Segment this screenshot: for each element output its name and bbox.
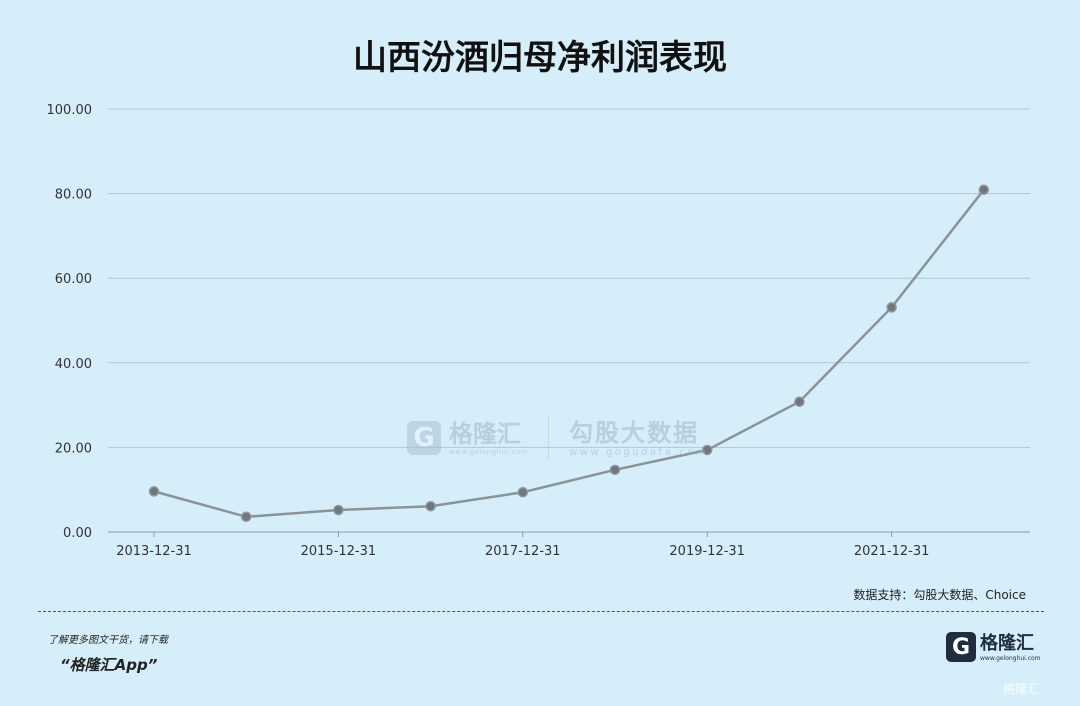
x-tick-label: 2019-12-31 (669, 544, 745, 559)
data-point (794, 396, 805, 407)
x-tick-label: 2017-12-31 (485, 544, 561, 559)
y-tick-label: 60.00 (55, 272, 92, 287)
watermark-partner-url: www.gogudata.com (569, 446, 709, 458)
y-tick-label: 100.00 (47, 103, 93, 118)
watermark: G 格隆汇 www.gelonghui.com 勾股大数据 www.goguda… (407, 414, 708, 462)
corner-watermark: 格隆汇 (1003, 682, 1040, 696)
data-point (148, 486, 160, 497)
footer-note: 了解更多图文干货，请下载 (48, 635, 168, 646)
gelonghui-logo: G 格隆汇 www.gelonghui.com (946, 632, 1041, 662)
watermark-divider (548, 416, 550, 460)
watermark-partner: 勾股大数据 (569, 418, 700, 447)
data-point (701, 444, 713, 456)
footer-divider (38, 611, 1044, 612)
x-tick-label: 2013-12-31 (116, 544, 192, 559)
data-point (978, 184, 990, 196)
data-point (517, 486, 529, 498)
y-tick-label: 0.00 (63, 526, 92, 541)
x-axis-ticks: 2013-12-31 2015-12-31 2017-12-31 2019-12-31… (116, 532, 929, 559)
gelonghui-watermark-icon: G (407, 421, 441, 455)
logo-url: www.gelonghui.com (980, 654, 1041, 662)
watermark-brand: 格隆汇 (449, 420, 521, 448)
chart-plot: 0.00 20.00 40.00 60.00 80.00 100.00 2013-12-3… (47, 103, 1030, 559)
grid-lines (108, 108, 1030, 448)
data-point (333, 504, 344, 516)
chart-title: 山西汾酒归母净利润表现 (353, 38, 727, 78)
y-tick-label: 40.00 (55, 357, 92, 372)
footer-app: “格隆汇App” (60, 656, 158, 674)
x-tick-label: 2015-12-31 (301, 544, 377, 559)
series-layer (148, 184, 990, 523)
data-source: 数据支持：勾股大数据、Choice (853, 588, 1026, 602)
watermark-brand-url: www.gelonghui.com (449, 448, 529, 456)
data-point (240, 511, 252, 523)
data-point (609, 464, 621, 476)
gelonghui-logo-icon: G (946, 632, 976, 662)
data-point (886, 302, 897, 313)
x-tick-label: 2021-12-31 (854, 544, 930, 559)
y-axis-ticks: 0.00 20.00 40.00 60.00 80.00 100.00 (47, 103, 93, 541)
y-tick-label: 20.00 (55, 441, 92, 456)
data-point (425, 500, 436, 512)
series-line (153, 189, 985, 519)
logo-name: 格隆汇 (980, 632, 1034, 654)
y-tick-label: 80.00 (55, 188, 92, 203)
